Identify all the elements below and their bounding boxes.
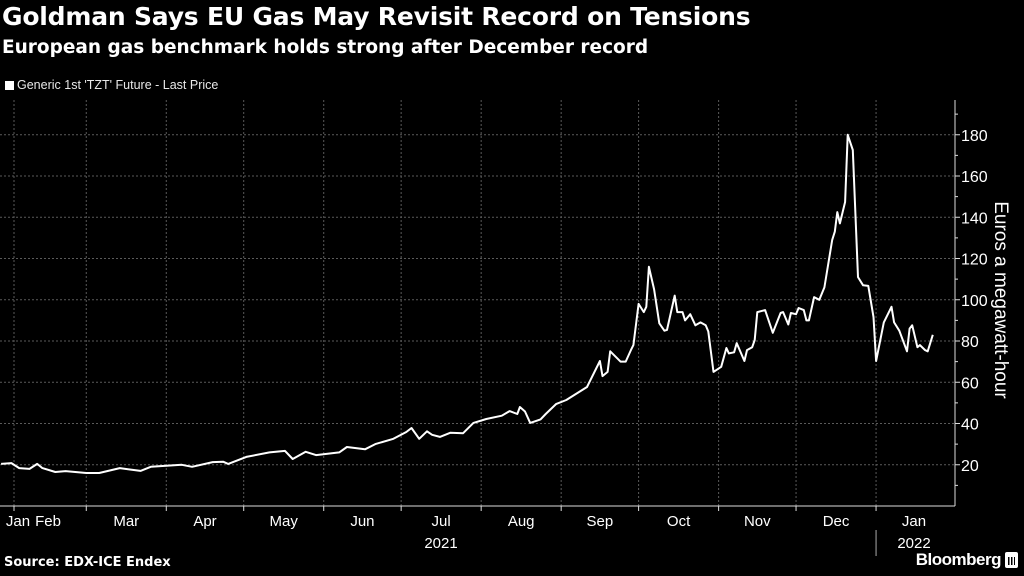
- series: [1, 133, 934, 474]
- chart-subtitle: European gas benchmark holds strong afte…: [2, 37, 649, 58]
- x-tick-label: Feb: [35, 513, 61, 530]
- x-tick-label: Jan: [902, 513, 926, 530]
- y-axis-labels: 20 40 60 80 100 120 140 160 180: [961, 128, 988, 475]
- y-tick-label: 60: [961, 375, 979, 392]
- y-axis-title: Euros a megawatt-hour: [990, 201, 1011, 399]
- year-label: 2022: [897, 535, 930, 552]
- legend: Generic 1st 'TZT' Future - Last Price: [5, 78, 218, 92]
- y-tick-label: 180: [961, 128, 988, 145]
- x-tick-label: Jun: [350, 513, 374, 530]
- x-tick-label: Aug: [508, 513, 535, 530]
- y-tick-label: 40: [961, 417, 979, 434]
- chart-title: Goldman Says EU Gas May Revisit Record o…: [2, 2, 751, 31]
- grid: [0, 100, 955, 506]
- brand-name: Bloomberg: [915, 550, 1002, 569]
- year-label: 2021: [424, 535, 457, 552]
- x-tick-label: Sep: [587, 513, 614, 530]
- x-tick-label: May: [270, 513, 299, 530]
- x-tick-label: Mar: [113, 513, 139, 530]
- axes: [0, 100, 960, 556]
- y-tick-label: 20: [961, 458, 979, 475]
- x-tick-label: Nov: [744, 513, 771, 530]
- y-tick-label: 140: [961, 210, 988, 227]
- x-tick-label: Jul: [432, 513, 451, 530]
- x-tick-label: Oct: [667, 513, 691, 530]
- legend-swatch: [5, 80, 14, 90]
- bloomberg-logo: Bloomberg: [916, 550, 1018, 570]
- x-tick-label: Jan: [6, 513, 30, 530]
- x-axis-labels: Jan Feb Mar Apr May Jun Jul Aug Sep Oct Nov Dec Jan 2…: [6, 513, 931, 552]
- y-tick-label: 120: [961, 252, 988, 269]
- x-tick-label: Dec: [823, 513, 850, 530]
- y-tick-label: 100: [961, 293, 988, 310]
- y-tick-label: 160: [961, 169, 988, 186]
- y-tick-label: 80: [961, 334, 979, 351]
- x-tick-label: Apr: [193, 513, 216, 530]
- legend-label: Generic 1st 'TZT' Future - Last Price: [17, 78, 219, 92]
- source-note: Source: EDX-ICE Endex: [4, 555, 171, 570]
- price-line: [1, 133, 934, 474]
- bloomberg-terminal-icon: [1005, 552, 1018, 568]
